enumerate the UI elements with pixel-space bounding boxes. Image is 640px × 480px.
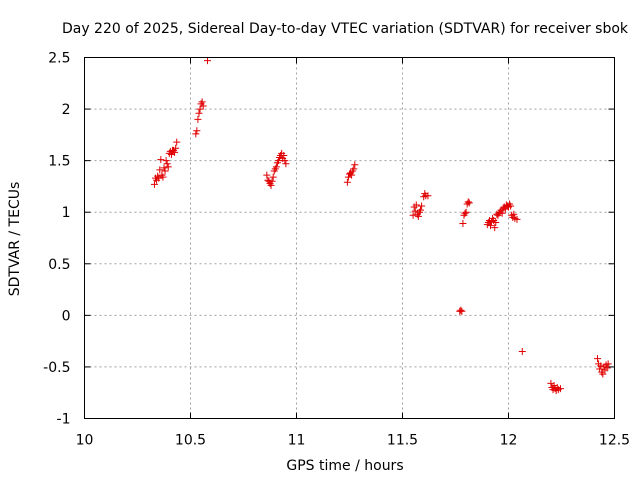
data-point <box>462 208 470 216</box>
data-point <box>157 156 165 164</box>
y-tick-label: -0.5 <box>43 360 70 376</box>
data-point <box>348 171 356 179</box>
y-tick-label: 2 <box>62 102 71 118</box>
data-point <box>280 151 288 159</box>
data-point <box>486 222 494 230</box>
data-point <box>267 181 275 189</box>
data-point <box>412 201 420 209</box>
data-point <box>163 160 171 168</box>
data-point <box>199 102 207 110</box>
data-point <box>160 164 168 172</box>
data-point <box>268 177 276 185</box>
data-point <box>464 198 472 206</box>
y-tick-label: 0.5 <box>48 257 70 273</box>
data-point <box>194 115 202 123</box>
data-point <box>162 157 170 165</box>
data-point <box>150 180 158 188</box>
data-point <box>409 211 417 219</box>
x-tick-label: 11.5 <box>387 433 418 449</box>
data-point <box>171 148 179 156</box>
data-point <box>161 167 169 175</box>
data-point <box>457 306 465 314</box>
data-points <box>150 57 612 395</box>
x-tick-label: 10 <box>76 433 94 449</box>
data-point <box>164 163 172 171</box>
x-tick-label: 12 <box>500 433 518 449</box>
data-point <box>282 160 290 168</box>
y-tick-label: -1 <box>57 412 71 428</box>
y-tick-label: 1.5 <box>48 154 70 170</box>
y-tick-label: 0 <box>62 308 71 324</box>
y-axis-label: SDTVAR / TECUs <box>7 182 23 297</box>
data-point <box>196 105 204 113</box>
x-tick-label: 10.5 <box>175 433 206 449</box>
data-point <box>461 209 469 217</box>
data-point <box>465 199 473 207</box>
data-point <box>492 219 500 227</box>
chart-title: Day 220 of 2025, Sidereal Day-to-day VTE… <box>62 21 629 37</box>
data-point <box>513 215 521 223</box>
x-axis-label: GPS time / hours <box>286 458 403 474</box>
data-point <box>173 138 181 146</box>
y-tick-label: 2.5 <box>48 51 70 67</box>
data-point <box>414 212 422 220</box>
data-point <box>417 206 425 214</box>
data-point <box>159 173 167 181</box>
data-point <box>603 364 611 372</box>
data-point <box>458 307 466 315</box>
data-point <box>597 362 605 370</box>
grid-lines <box>84 57 615 419</box>
data-point <box>281 157 289 165</box>
data-point <box>507 202 515 210</box>
data-point <box>269 173 277 181</box>
data-point <box>155 174 163 182</box>
data-point <box>491 224 499 232</box>
data-point <box>418 202 426 210</box>
data-point <box>594 355 602 363</box>
axis-ticks <box>84 57 615 419</box>
data-point <box>193 127 201 135</box>
plot-frame <box>84 57 615 419</box>
data-point <box>195 109 203 117</box>
tick-labels: 10 10.5 11 11.5 12 12.5-1-0.500.511.522.5 <box>43 51 630 449</box>
data-point <box>604 360 612 368</box>
data-point <box>424 192 432 200</box>
data-point <box>192 130 200 138</box>
data-point <box>599 370 607 378</box>
data-point <box>203 57 211 65</box>
y-tick-label: 1 <box>62 205 71 221</box>
data-point <box>350 165 358 173</box>
data-point <box>351 161 359 169</box>
data-point <box>459 220 467 228</box>
data-point <box>172 144 180 152</box>
data-point <box>518 347 526 355</box>
data-point <box>198 98 206 106</box>
data-point <box>274 157 282 165</box>
data-point <box>343 178 351 186</box>
data-point <box>510 210 518 218</box>
x-tick-label: 11 <box>288 433 306 449</box>
data-point <box>156 166 164 174</box>
x-tick-label: 12.5 <box>599 433 630 449</box>
data-point <box>272 163 280 171</box>
data-point <box>556 385 564 393</box>
data-point <box>263 171 271 179</box>
data-point <box>498 209 506 217</box>
